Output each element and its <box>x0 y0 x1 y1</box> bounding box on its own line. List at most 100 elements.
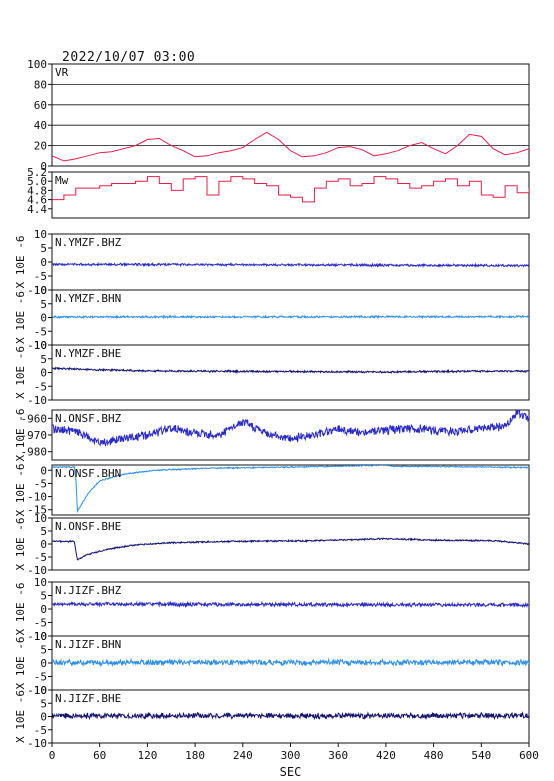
panel-title: N.JIZF.BHE <box>55 692 121 705</box>
y-tick-label: 0 <box>40 256 47 269</box>
y-tick-label: -10 <box>27 684 47 697</box>
y-tick-label: 10 <box>34 339 47 352</box>
y-tick-label: 20 <box>34 140 47 153</box>
y-tick-label: 0 <box>40 464 47 477</box>
y-tick-label: -5 <box>34 325 47 338</box>
y-tick-label: 4.8 <box>27 184 47 197</box>
panel-n-onsf-bhz: -980 -970 -960 N.ONSF.BHZ X 10E -6 <box>14 409 530 462</box>
x-tick-label: 300 <box>281 749 301 762</box>
y-tick-label: 0 <box>40 312 47 325</box>
y-tick-label: 5 <box>40 242 47 255</box>
series-line <box>52 314 529 320</box>
x-tick-label: 480 <box>424 749 444 762</box>
y-tick-label: 0 <box>40 160 47 173</box>
panel-frame <box>51 464 530 516</box>
y-tick-label: -10 <box>27 394 47 407</box>
x-tick-label: 360 <box>328 749 348 762</box>
panel-frame <box>51 233 530 291</box>
y-tick-label: 40 <box>34 119 47 132</box>
y-tick-label: 0 <box>40 603 47 616</box>
y-tick-label: 5.0 <box>27 175 47 188</box>
y-tick-label: 5 <box>40 644 47 657</box>
series-line <box>52 261 529 269</box>
y-tick-label: -10 <box>27 339 47 352</box>
x-tick-label: 120 <box>137 749 157 762</box>
y-tick-label: 4.4 <box>27 203 47 216</box>
x-axis-label: SEC <box>280 765 302 779</box>
x-tick-label: 600 <box>519 749 539 762</box>
panel-title: N.ONSF.BHN <box>55 467 121 480</box>
series-line <box>52 366 529 375</box>
y-tick-label: 10 <box>34 228 47 241</box>
x-tick-label: 0 <box>49 749 56 762</box>
y-tick-label: -970 <box>21 429 48 442</box>
y-tick-label: -10 <box>27 491 47 504</box>
x-tick-label: 420 <box>376 749 396 762</box>
series-line <box>52 465 529 514</box>
y-tick-label: -10 <box>27 630 47 643</box>
y-tick-label: 10 <box>34 684 47 697</box>
panel-n-onsf-bhn: -15-10-50 N.ONSF.BHN X 10E -6 <box>14 464 530 517</box>
unit-label: X 10E -6 <box>14 291 27 344</box>
x-tick-label: 180 <box>185 749 205 762</box>
panel-frame <box>51 581 530 637</box>
y-tick-label: -980 <box>21 446 48 459</box>
y-tick-label: 10 <box>34 284 47 297</box>
series-line <box>52 176 529 203</box>
unit-label: X 10E -6 <box>14 464 27 517</box>
unit-label: X 10E -6 <box>14 409 27 462</box>
panel-title: Mw <box>55 174 69 187</box>
y-tick-label: -5 <box>34 270 47 283</box>
y-tick-label: 0 <box>40 367 47 380</box>
y-tick-label: 5 <box>40 697 47 710</box>
unit-label: X 10E -6 <box>14 236 27 289</box>
unit-label: X 10E -6 <box>14 690 27 743</box>
panel-frame <box>51 344 530 401</box>
y-tick-label: 80 <box>34 78 47 91</box>
y-tick-label: -5 <box>34 617 47 630</box>
y-tick-label: 5 <box>40 298 47 311</box>
panel-vr: 0 20 40 60 80 100 VR <box>27 58 530 173</box>
y-tick-label: -5 <box>34 477 47 490</box>
series-line <box>52 711 529 721</box>
series-line <box>52 537 529 561</box>
y-tick-label: -10 <box>27 737 47 750</box>
unit-label: X 10E -6 <box>14 583 27 636</box>
series-line <box>52 600 529 609</box>
y-tick-label: 0 <box>40 538 47 551</box>
y-tick-label: -5 <box>34 551 47 564</box>
y-tick-label: 100 <box>27 58 47 71</box>
panel-title: N.YMZF.BHZ <box>55 236 122 249</box>
panel-frame <box>51 171 530 219</box>
y-tick-label: 5.2 <box>27 166 47 179</box>
panel-title: N.ONSF.BHE <box>55 520 121 533</box>
panel-title: VR <box>55 66 69 79</box>
y-tick-label: -10 <box>27 564 47 577</box>
panel-frame <box>51 517 530 571</box>
y-tick-label: 5 <box>40 353 47 366</box>
y-tick-label: 0 <box>40 657 47 670</box>
x-tick-label: 240 <box>233 749 253 762</box>
panel-title: N.JIZF.BHZ <box>55 584 122 597</box>
x-tick-label: 540 <box>471 749 491 762</box>
y-tick-label: 0 <box>40 711 47 724</box>
y-tick-label: 5 <box>40 525 47 538</box>
y-tick-label: 10 <box>34 512 47 525</box>
series-line <box>52 410 529 447</box>
series-line <box>52 131 529 162</box>
y-tick-label: -5 <box>34 724 47 737</box>
panel-title: N.YMZF.BHE <box>55 347 121 360</box>
y-tick-label: 4.6 <box>27 194 47 207</box>
unit-label: X 10E -6 <box>14 518 27 571</box>
x-tick-label: 60 <box>93 749 106 762</box>
timestamp-label: 2022/10/07 03:00 <box>62 50 196 65</box>
y-tick-label: -10 <box>27 284 47 297</box>
panel-title: N.YMZF.BHN <box>55 292 121 305</box>
panels-group: 020406080100VR4.44.64.85.05.2Mw-10-50510… <box>14 58 530 750</box>
